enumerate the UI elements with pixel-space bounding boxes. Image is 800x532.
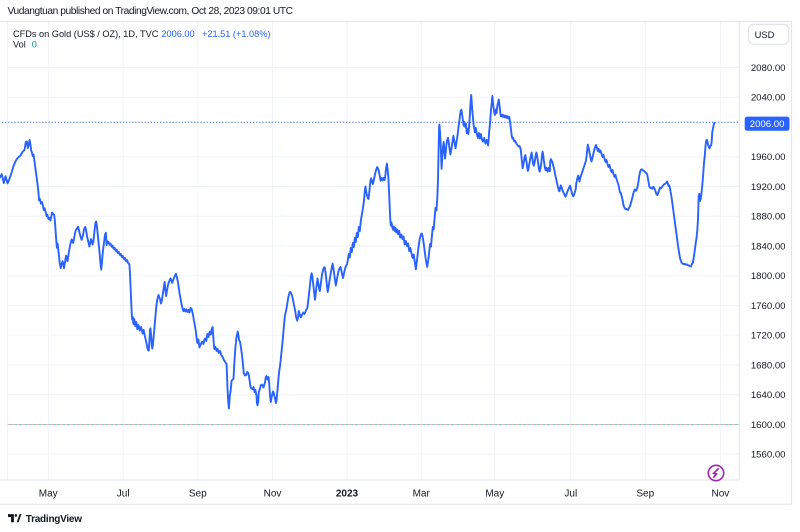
svg-text:1640.00: 1640.00 — [751, 390, 786, 401]
svg-text:1680.00: 1680.00 — [751, 360, 786, 371]
svg-text:2006.00: 2006.00 — [750, 119, 785, 130]
svg-text:2006.00: 2006.00 — [161, 29, 194, 39]
svg-text:1840.00: 1840.00 — [751, 241, 786, 252]
svg-text:1600.00: 1600.00 — [751, 420, 786, 431]
svg-text:USD: USD — [755, 29, 775, 40]
svg-text:2023: 2023 — [336, 489, 359, 500]
svg-text:1800.00: 1800.00 — [751, 271, 786, 282]
svg-text:May: May — [39, 489, 58, 500]
svg-text:Vol: Vol — [13, 40, 26, 50]
svg-text:Sep: Sep — [636, 489, 654, 500]
svg-text:+21.51 (+1.08%): +21.51 (+1.08%) — [202, 29, 270, 39]
svg-text:1880.00: 1880.00 — [751, 212, 786, 223]
svg-text:Jul: Jul — [564, 489, 577, 500]
svg-text:1960.00: 1960.00 — [751, 152, 786, 163]
svg-text:0: 0 — [32, 40, 37, 50]
svg-text:Sep: Sep — [189, 489, 207, 500]
svg-text:2080.00: 2080.00 — [751, 63, 786, 74]
svg-text:Nov: Nov — [264, 489, 282, 500]
svg-text:2040.00: 2040.00 — [751, 93, 786, 104]
svg-text:Vudangtuan published on Tradin: Vudangtuan published on TradingView.com,… — [8, 6, 293, 17]
svg-text:May: May — [485, 489, 504, 500]
svg-text:1560.00: 1560.00 — [751, 450, 786, 461]
svg-text:Nov: Nov — [712, 489, 730, 500]
svg-text:CFDs on Gold (US$ / OZ), 1D, T: CFDs on Gold (US$ / OZ), 1D, TVC — [13, 29, 159, 39]
svg-text:1760.00: 1760.00 — [751, 301, 786, 312]
svg-text:Mar: Mar — [413, 489, 431, 500]
svg-text:1720.00: 1720.00 — [751, 331, 786, 342]
svg-text:TradingView: TradingView — [26, 514, 82, 525]
svg-text:Jul: Jul — [117, 489, 130, 500]
svg-text:1920.00: 1920.00 — [751, 182, 786, 193]
